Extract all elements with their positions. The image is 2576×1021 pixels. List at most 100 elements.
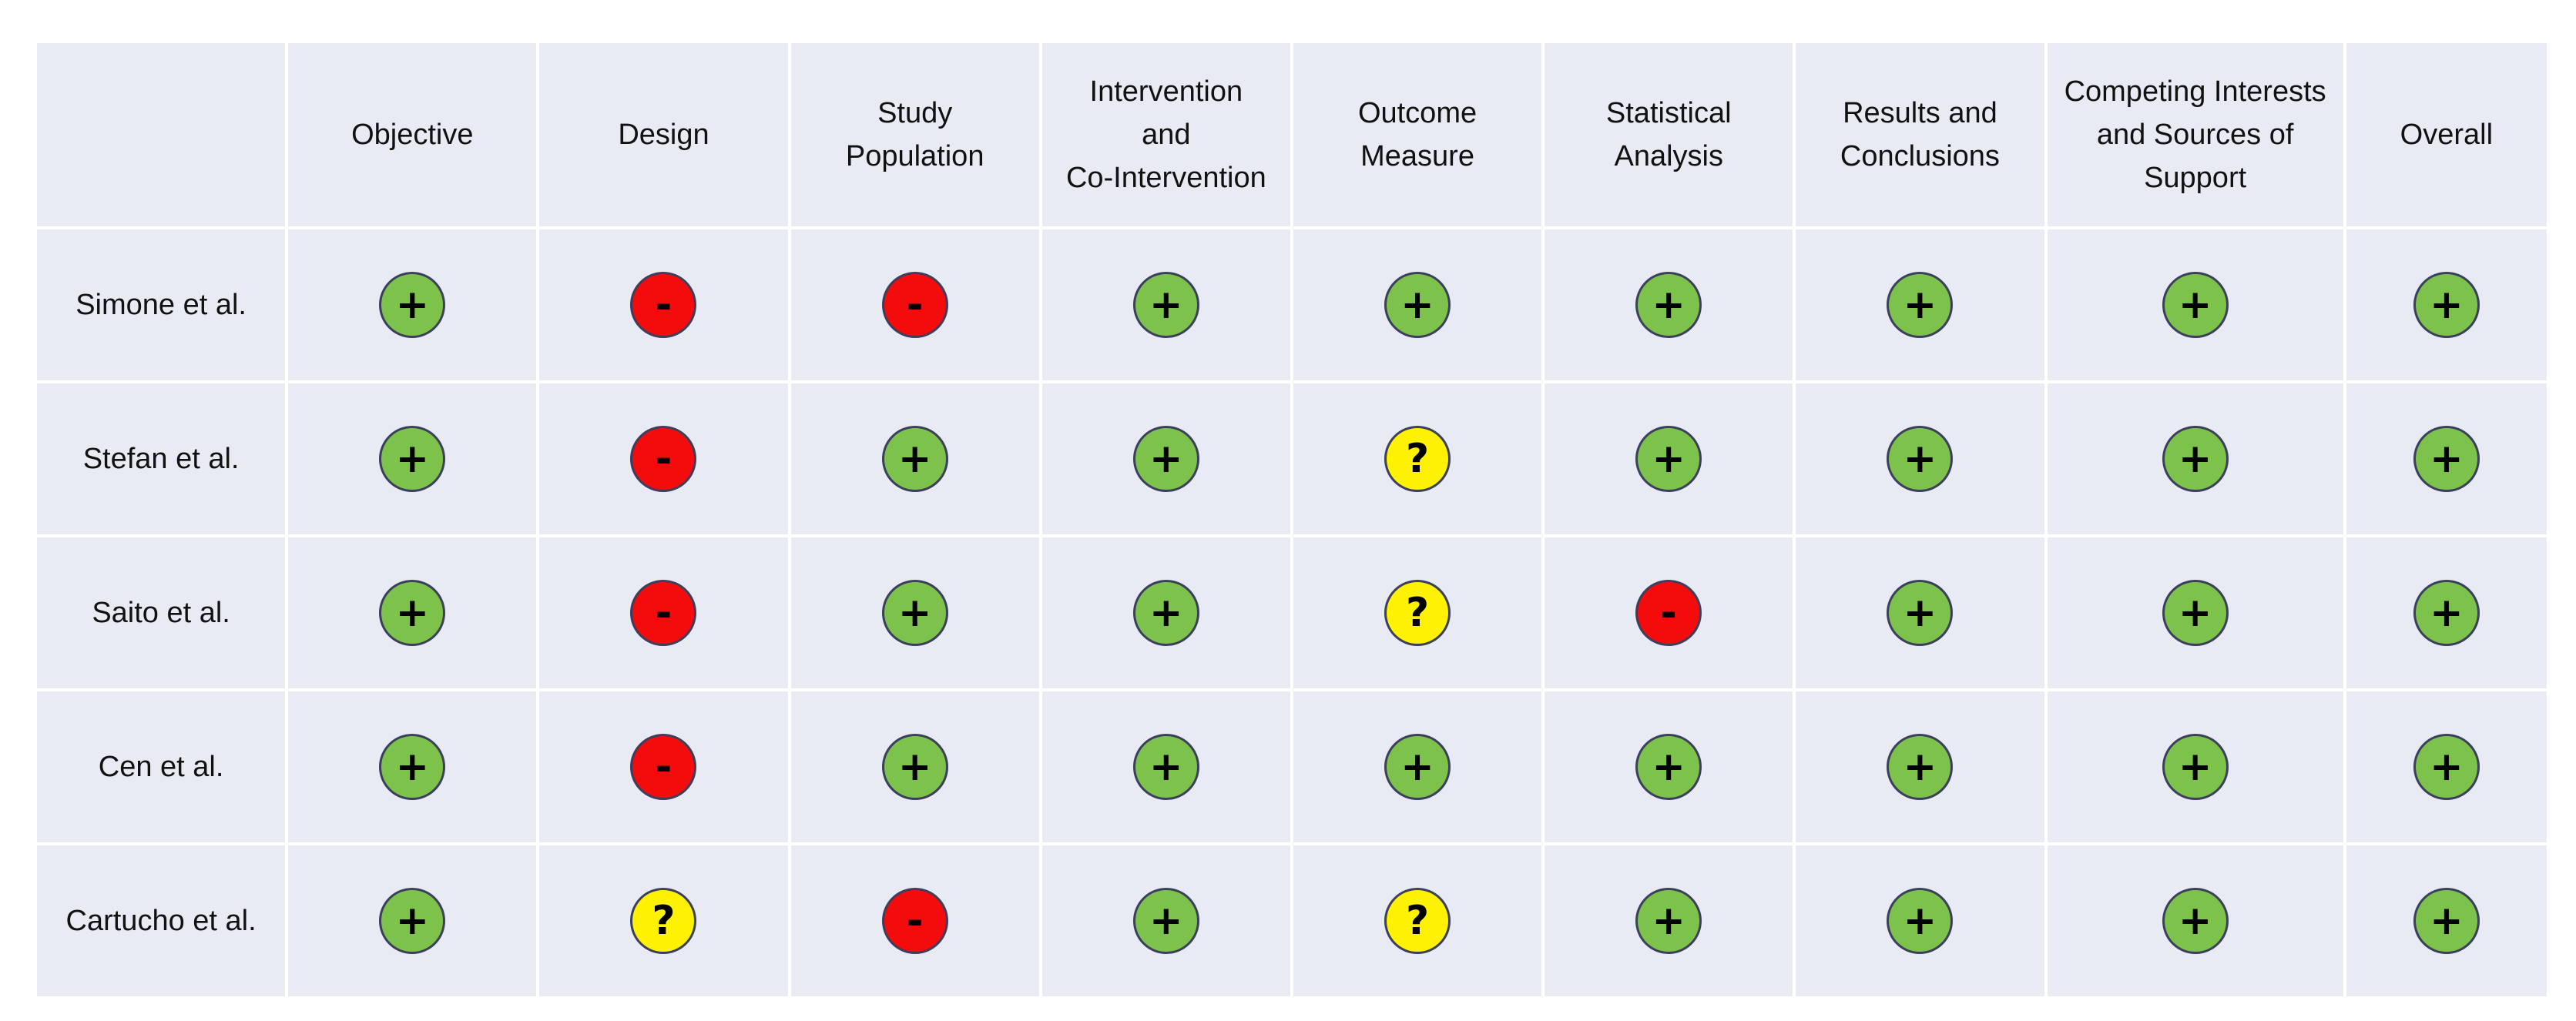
plus-icon: + <box>881 426 948 492</box>
rating-cell: + <box>1796 229 2044 380</box>
rating-cell: ? <box>1293 383 1542 534</box>
rating-cell: + <box>1796 383 2044 534</box>
rating-cell: + <box>790 691 1039 842</box>
rating-cell: + <box>2047 383 2343 534</box>
plus-icon: + <box>379 272 446 338</box>
rating-cell: + <box>2346 691 2547 842</box>
plus-icon: + <box>2162 426 2229 492</box>
question-icon: ? <box>1384 426 1451 492</box>
rating-cell: - <box>790 845 1039 996</box>
rating-cell: + <box>288 537 537 688</box>
column-header: Objective <box>288 43 537 226</box>
rating-cell: ? <box>1293 845 1542 996</box>
table-row: Stefan et al. + - + +? + + + + <box>37 383 2547 534</box>
rating-cell: - <box>539 537 788 688</box>
rating-cell: + <box>1545 691 1793 842</box>
plus-icon: + <box>379 580 446 646</box>
plus-icon: + <box>881 734 948 800</box>
plus-icon: + <box>2162 734 2229 800</box>
rating-cell: + <box>1041 691 1290 842</box>
plus-icon: + <box>1887 888 1954 954</box>
quality-table: Objective Design Study Population Intervent… <box>34 40 2550 999</box>
column-header: Intervention and Co-Intervention <box>1041 43 1290 226</box>
rating-cell: + <box>2047 229 2343 380</box>
plus-icon: + <box>1635 426 1702 492</box>
plus-icon: + <box>2413 272 2480 338</box>
rating-cell: + <box>1041 229 1290 380</box>
plus-icon: + <box>379 734 446 800</box>
rating-cell: + <box>1293 229 1542 380</box>
table-row: Cartucho et al. +? - +? + + + + <box>37 845 2547 996</box>
column-header: Design <box>539 43 788 226</box>
table-body: Simone et al. + - - + + + + + + Stefan et al. + - + +?… <box>37 229 2547 996</box>
rating-cell: + <box>288 229 537 380</box>
rating-cell: + <box>1041 383 1290 534</box>
rating-cell: ? <box>1293 537 1542 688</box>
minus-icon: - <box>630 580 697 646</box>
table-row: Simone et al. + - - + + + + + + <box>37 229 2547 380</box>
column-header: Competing Interests and Sources of Suppo… <box>2047 43 2343 226</box>
plus-icon: + <box>1132 580 1199 646</box>
plus-icon: + <box>1887 580 1954 646</box>
rating-cell: + <box>2047 845 2343 996</box>
plus-icon: + <box>1635 888 1702 954</box>
rating-cell: + <box>1545 229 1793 380</box>
column-header: Results and Conclusions <box>1796 43 2044 226</box>
plus-icon: + <box>1887 426 1954 492</box>
plus-icon: + <box>1635 734 1702 800</box>
minus-icon: - <box>881 272 948 338</box>
question-icon: ? <box>1384 888 1451 954</box>
rating-cell: - <box>1545 537 1793 688</box>
rating-cell: + <box>1041 845 1290 996</box>
plus-icon: + <box>1384 734 1451 800</box>
rating-cell: ? <box>539 845 788 996</box>
rating-cell: + <box>790 537 1039 688</box>
plus-icon: + <box>1384 272 1451 338</box>
minus-icon: - <box>881 888 948 954</box>
table-row: Saito et al. + - + +? - + + + <box>37 537 2547 688</box>
rating-cell: + <box>2346 845 2547 996</box>
rating-cell: + <box>2047 537 2343 688</box>
rating-cell: - <box>539 229 788 380</box>
study-name: Cen et al. <box>37 691 286 842</box>
plus-icon: + <box>1132 272 1199 338</box>
plus-icon: + <box>1887 734 1954 800</box>
plus-icon: + <box>379 426 446 492</box>
rating-cell: - <box>790 229 1039 380</box>
question-icon: ? <box>630 888 697 954</box>
plus-icon: + <box>2413 580 2480 646</box>
rating-cell: + <box>1041 537 1290 688</box>
plus-icon: + <box>379 888 446 954</box>
quality-assessment-grid: Objective Design Study Population Intervent… <box>34 40 2550 996</box>
table-row: Cen et al. + - + + + + + + + <box>37 691 2547 842</box>
header-row: Objective Design Study Population Intervent… <box>37 43 2547 226</box>
rating-cell: + <box>288 691 537 842</box>
plus-icon: + <box>2413 888 2480 954</box>
plus-icon: + <box>2162 888 2229 954</box>
rating-cell: - <box>539 691 788 842</box>
rating-cell: + <box>2346 537 2547 688</box>
plus-icon: + <box>2162 580 2229 646</box>
minus-icon: - <box>630 426 697 492</box>
plus-icon: + <box>2162 272 2229 338</box>
rating-cell: + <box>1796 537 2044 688</box>
plus-icon: + <box>2413 734 2480 800</box>
column-header: Statistical Analysis <box>1545 43 1793 226</box>
minus-icon: - <box>630 734 697 800</box>
study-name: Cartucho et al. <box>37 845 286 996</box>
plus-icon: + <box>1132 734 1199 800</box>
study-name: Saito et al. <box>37 537 286 688</box>
column-header: Overall <box>2346 43 2547 226</box>
study-name: Stefan et al. <box>37 383 286 534</box>
rating-cell: + <box>288 845 537 996</box>
minus-icon: - <box>630 272 697 338</box>
plus-icon: + <box>1635 272 1702 338</box>
rating-cell: + <box>2346 229 2547 380</box>
rating-cell: + <box>288 383 537 534</box>
column-header: Outcome Measure <box>1293 43 1542 226</box>
minus-icon: - <box>1635 580 1702 646</box>
rating-cell: + <box>1796 845 2044 996</box>
plus-icon: + <box>1887 272 1954 338</box>
plus-icon: + <box>2413 426 2480 492</box>
rating-cell: + <box>1545 383 1793 534</box>
